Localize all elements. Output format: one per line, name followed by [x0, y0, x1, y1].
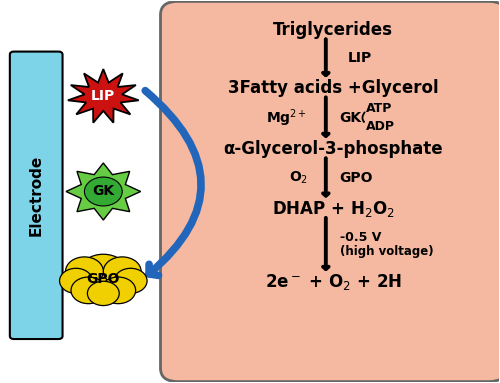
- Polygon shape: [68, 69, 139, 123]
- Text: 2e$^-$ + O$_2$ + 2H: 2e$^-$ + O$_2$ + 2H: [265, 272, 402, 292]
- Circle shape: [101, 277, 136, 304]
- Text: 3Fatty acids +Glycerol: 3Fatty acids +Glycerol: [228, 79, 438, 97]
- FancyBboxPatch shape: [160, 2, 500, 381]
- Text: GK: GK: [92, 185, 114, 198]
- Circle shape: [66, 257, 104, 286]
- Text: LIP: LIP: [348, 51, 372, 65]
- Text: O$_2$: O$_2$: [290, 170, 308, 187]
- FancyArrowPatch shape: [362, 112, 364, 122]
- Text: GK: GK: [340, 111, 362, 125]
- Circle shape: [104, 257, 141, 286]
- Text: (high voltage): (high voltage): [340, 245, 434, 258]
- Text: LIP: LIP: [91, 90, 116, 103]
- Text: α-Glycerol-3-phosphate: α-Glycerol-3-phosphate: [224, 140, 443, 158]
- Text: ADP: ADP: [366, 120, 394, 133]
- Text: GPO: GPO: [86, 272, 120, 286]
- Circle shape: [88, 281, 119, 306]
- Circle shape: [78, 254, 128, 292]
- Text: Triglycerides: Triglycerides: [274, 21, 394, 39]
- Text: DHAP + H$_2$O$_2$: DHAP + H$_2$O$_2$: [272, 199, 394, 219]
- Text: Electrode: Electrode: [28, 155, 44, 236]
- Circle shape: [60, 268, 92, 293]
- Text: ATP: ATP: [366, 102, 392, 115]
- Text: -0.5 V: -0.5 V: [340, 231, 381, 244]
- FancyArrowPatch shape: [145, 91, 201, 275]
- Text: GPO: GPO: [340, 171, 373, 185]
- Text: Mg$^{2+}$: Mg$^{2+}$: [266, 107, 307, 129]
- Circle shape: [114, 268, 147, 293]
- Polygon shape: [66, 163, 140, 220]
- Circle shape: [84, 177, 122, 206]
- FancyBboxPatch shape: [10, 52, 62, 339]
- Circle shape: [71, 277, 106, 304]
